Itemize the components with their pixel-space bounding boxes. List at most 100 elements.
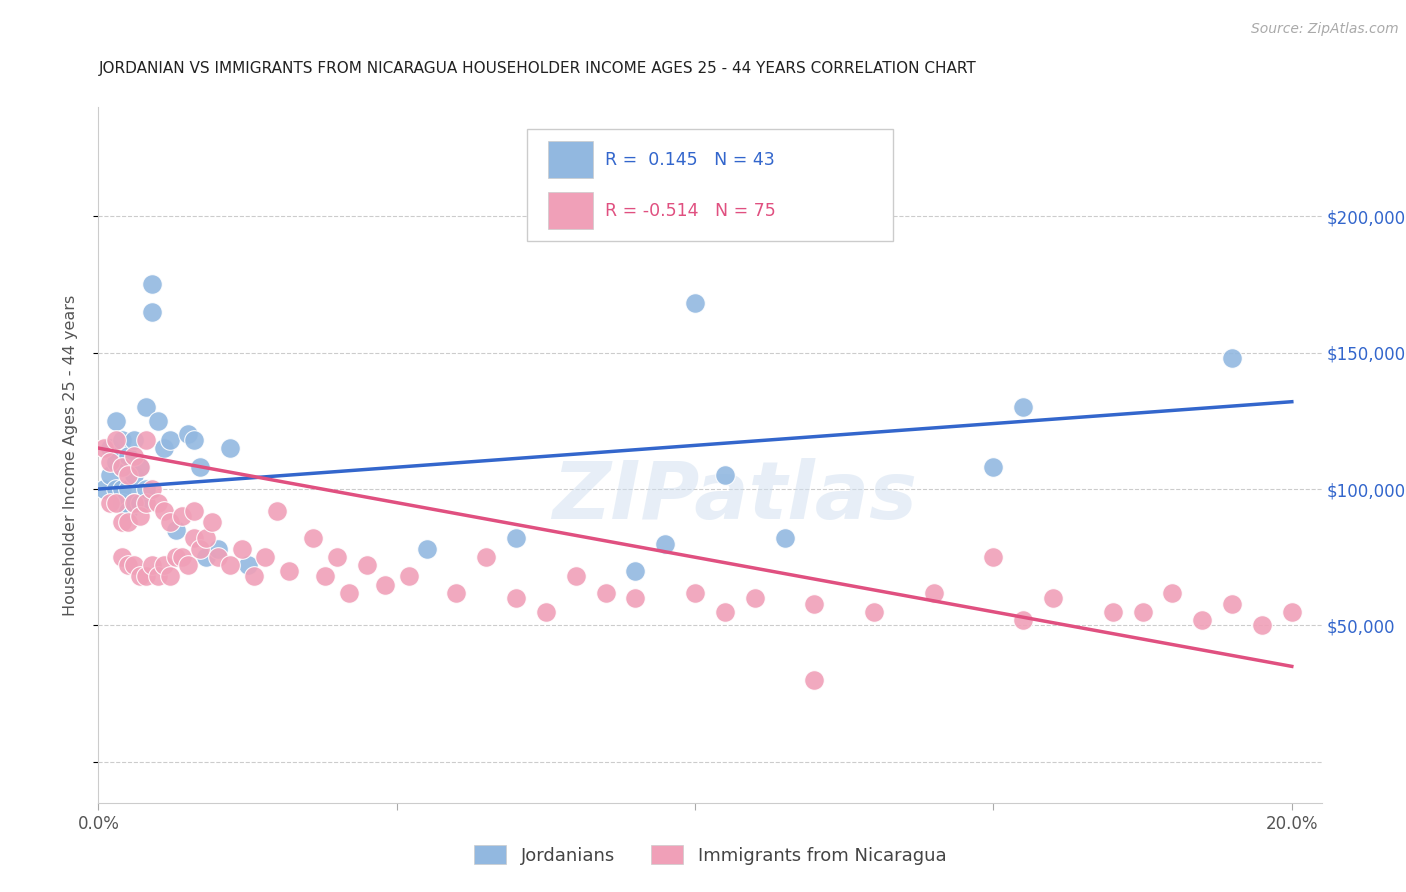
Point bbox=[922, 585, 945, 599]
Point bbox=[302, 531, 325, 545]
Point bbox=[475, 550, 498, 565]
Point bbox=[983, 460, 1005, 475]
Point bbox=[534, 605, 557, 619]
Point bbox=[1101, 605, 1123, 619]
Point bbox=[122, 450, 145, 464]
Point bbox=[1220, 351, 1243, 365]
Point bbox=[1042, 591, 1064, 606]
Point bbox=[415, 542, 437, 557]
Point bbox=[624, 564, 647, 578]
Point bbox=[111, 515, 134, 529]
Point bbox=[93, 441, 115, 455]
Point bbox=[194, 531, 217, 545]
Point bbox=[122, 468, 145, 483]
Point bbox=[183, 504, 205, 518]
Point bbox=[231, 542, 253, 557]
Point bbox=[624, 591, 647, 606]
Point bbox=[159, 433, 181, 447]
Point bbox=[188, 542, 211, 557]
Point bbox=[266, 504, 288, 518]
Point bbox=[1191, 613, 1213, 627]
Point bbox=[105, 414, 128, 428]
Point bbox=[117, 450, 139, 464]
Point bbox=[183, 433, 205, 447]
Point bbox=[117, 482, 139, 496]
Point bbox=[129, 496, 152, 510]
Point bbox=[111, 433, 134, 447]
Point bbox=[803, 673, 825, 687]
Point bbox=[98, 468, 121, 483]
Point bbox=[129, 509, 152, 524]
Point bbox=[117, 468, 139, 483]
Point bbox=[141, 558, 163, 573]
Point bbox=[170, 509, 193, 524]
Point bbox=[1251, 618, 1274, 632]
Point bbox=[98, 496, 121, 510]
Point bbox=[105, 433, 128, 447]
Point bbox=[254, 550, 277, 565]
Point bbox=[201, 515, 224, 529]
Point bbox=[1220, 597, 1243, 611]
Point bbox=[683, 296, 706, 310]
Point bbox=[983, 550, 1005, 565]
Point bbox=[153, 558, 176, 573]
Text: R =  0.145   N = 43: R = 0.145 N = 43 bbox=[605, 151, 775, 169]
Point bbox=[129, 569, 152, 583]
Point bbox=[654, 536, 676, 550]
Point bbox=[177, 427, 200, 442]
Point bbox=[141, 277, 163, 292]
Point bbox=[714, 468, 737, 483]
Point bbox=[141, 304, 163, 318]
Point bbox=[242, 569, 264, 583]
Legend: Jordanians, Immigrants from Nicaragua: Jordanians, Immigrants from Nicaragua bbox=[464, 837, 956, 874]
Point bbox=[744, 591, 766, 606]
Point bbox=[153, 441, 176, 455]
Point bbox=[170, 550, 193, 565]
Point bbox=[122, 496, 145, 510]
Point bbox=[595, 585, 617, 599]
Point bbox=[141, 482, 163, 496]
Point bbox=[278, 564, 301, 578]
Point bbox=[98, 455, 121, 469]
Point bbox=[111, 550, 134, 565]
Point bbox=[135, 400, 157, 414]
Point bbox=[159, 569, 181, 583]
Text: R = -0.514   N = 75: R = -0.514 N = 75 bbox=[605, 202, 775, 219]
Point bbox=[565, 569, 588, 583]
Point bbox=[207, 542, 229, 557]
Point bbox=[177, 558, 200, 573]
Point bbox=[398, 569, 420, 583]
Point bbox=[93, 482, 115, 496]
Point bbox=[1012, 613, 1035, 627]
Point bbox=[105, 496, 128, 510]
Point bbox=[218, 441, 240, 455]
Point bbox=[146, 414, 169, 428]
Point bbox=[111, 482, 134, 496]
Point bbox=[111, 496, 134, 510]
Point bbox=[505, 531, 527, 545]
Point bbox=[117, 515, 139, 529]
Point bbox=[111, 460, 134, 475]
Point bbox=[135, 496, 157, 510]
Point bbox=[374, 577, 396, 591]
Point bbox=[356, 558, 378, 573]
Point bbox=[117, 558, 139, 573]
Point bbox=[146, 496, 169, 510]
Point bbox=[135, 482, 157, 496]
Point bbox=[153, 504, 176, 518]
Point bbox=[105, 455, 128, 469]
Point bbox=[129, 460, 152, 475]
Point bbox=[505, 591, 527, 606]
Point bbox=[165, 523, 187, 537]
Point bbox=[446, 585, 468, 599]
Point bbox=[159, 515, 181, 529]
Text: JORDANIAN VS IMMIGRANTS FROM NICARAGUA HOUSEHOLDER INCOME AGES 25 - 44 YEARS COR: JORDANIAN VS IMMIGRANTS FROM NICARAGUA H… bbox=[98, 61, 976, 76]
Point bbox=[314, 569, 336, 583]
Point bbox=[773, 531, 796, 545]
Point bbox=[129, 460, 152, 475]
Point bbox=[135, 433, 157, 447]
Point bbox=[1281, 605, 1303, 619]
Point bbox=[146, 569, 169, 583]
Point bbox=[122, 496, 145, 510]
Point bbox=[165, 550, 187, 565]
